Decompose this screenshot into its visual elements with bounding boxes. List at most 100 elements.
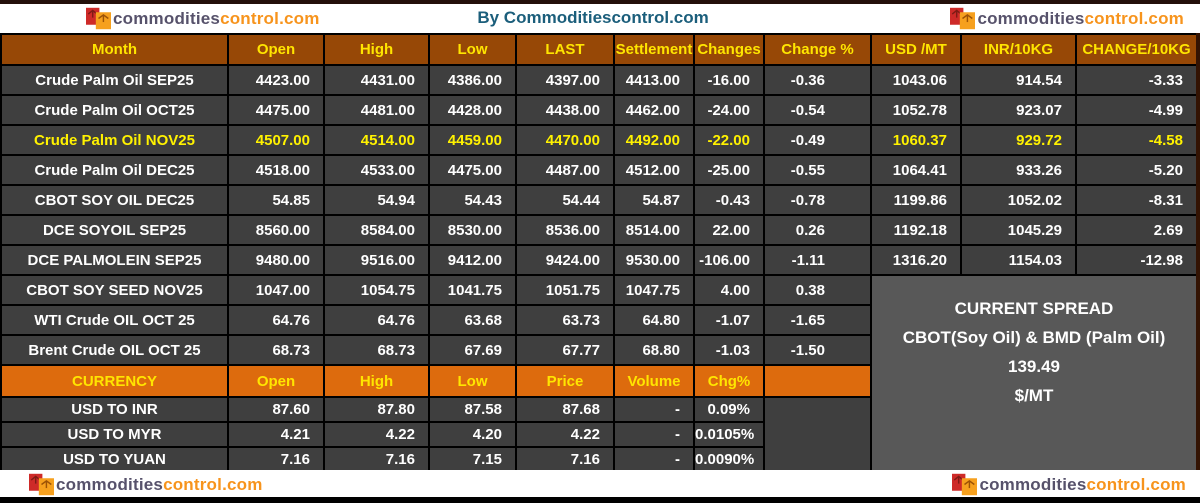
scales-icon [29, 473, 54, 496]
value-cell: 4514.00 [323, 124, 430, 156]
futures-row: CBOT SOY SEED NOV25 1047.00 1054.75 1041.75… [0, 274, 1200, 470]
value-cell: - [613, 396, 695, 423]
value-cell: 1047.00 [227, 274, 325, 306]
value-cell: 87.60 [227, 396, 325, 423]
value-cell: 64.76 [227, 304, 325, 336]
logo-text-commodities: commodities [977, 8, 1085, 28]
value-cell: 1199.86 [870, 184, 962, 216]
value-cell: 8536.00 [515, 214, 615, 246]
value-cell: 8584.00 [323, 214, 430, 246]
logo-top-left: commodities control.com [85, 6, 320, 31]
futures-row: Crude Palm Oil SEP25 4423.00 4431.00 4386.0… [0, 64, 1200, 96]
value-cell: 63.68 [428, 304, 517, 336]
value-cell: 1192.18 [870, 214, 962, 246]
value-cell: -5.20 [1075, 154, 1200, 186]
futures-row: DCE SOYOIL SEP25 8560.00 8584.00 8530.00 853… [0, 214, 1200, 246]
value-cell: 54.87 [613, 184, 695, 216]
value-cell: 4.22 [323, 421, 430, 448]
column-header: Price [515, 364, 615, 398]
value-cell: 63.73 [515, 304, 615, 336]
column-header: Low [428, 33, 517, 66]
logo-bottom-right: commodities control.com [951, 472, 1186, 497]
page-title: By Commoditiescontrol.com [477, 8, 709, 27]
value-cell: 4507.00 [227, 124, 325, 156]
value-cell: 4438.00 [515, 94, 615, 126]
futures-header-row: Month Open High Low LAST Settlement Changes Cha… [0, 33, 1200, 66]
value-cell: 4431.00 [323, 64, 430, 96]
value-cell: 4423.00 [227, 64, 325, 96]
value-cell: -1.11 [763, 244, 872, 276]
value-cell: 1045.29 [960, 214, 1077, 246]
value-cell: 68.80 [613, 334, 695, 366]
logo-text-control: control.com [163, 474, 263, 494]
instrument-name: DCE PALMOLEIN SEP25 [0, 244, 229, 276]
value-cell: 1043.06 [870, 64, 962, 96]
instrument-name: WTI Crude OIL OCT 25 [0, 304, 229, 336]
value-cell: 7.16 [323, 446, 430, 470]
currency-pair-name: USD TO YUAN [0, 446, 229, 470]
value-cell: 1316.20 [870, 244, 962, 276]
value-cell: -1.50 [763, 334, 872, 366]
value-cell: 2.69 [1075, 214, 1200, 246]
value-cell: 68.73 [227, 334, 325, 366]
column-header: INR/10KG [960, 33, 1077, 66]
value-cell: 0.0105% [693, 421, 765, 448]
instrument-name: Crude Palm Oil OCT25 [0, 94, 229, 126]
value-cell: 64.80 [613, 304, 695, 336]
value-cell: 54.43 [428, 184, 517, 216]
value-cell: 0.09% [693, 396, 765, 423]
futures-row: Crude Palm Oil NOV25 4507.00 4514.00 4459.0… [0, 124, 1200, 156]
value-cell: -16.00 [693, 64, 765, 96]
value-cell: 4487.00 [515, 154, 615, 186]
value-cell: 1047.75 [613, 274, 695, 306]
value-cell: 1052.02 [960, 184, 1077, 216]
value-cell: 9480.00 [227, 244, 325, 276]
value-cell: 4386.00 [428, 64, 517, 96]
top-banner: commodities control.com By Commoditiescon… [0, 4, 1200, 33]
currency-pair-name: USD TO MYR [0, 421, 229, 448]
column-header: Open [227, 364, 325, 398]
instrument-name: Crude Palm Oil NOV25 [0, 124, 229, 156]
value-cell: 8514.00 [613, 214, 695, 246]
column-header: Month [0, 33, 229, 66]
value-cell: 0.26 [763, 214, 872, 246]
column-header: USD /MT [870, 33, 962, 66]
value-cell: -8.31 [1075, 184, 1200, 216]
currency-header-row: CURRENCY Open High Low Price Volume Chg% [0, 364, 1198, 398]
value-cell: 68.73 [323, 334, 430, 366]
value-cell: - [613, 421, 695, 448]
column-header: Open [227, 33, 325, 66]
value-cell: - [613, 446, 695, 470]
logo-bottom-left: commodities control.com [28, 472, 263, 497]
value-cell: 7.16 [515, 446, 615, 470]
logo-text-commodities: commodities [113, 8, 221, 28]
currency-pair-name: USD TO INR [0, 396, 229, 423]
value-cell: -0.49 [763, 124, 872, 156]
value-cell: 4533.00 [323, 154, 430, 186]
futures-row: Crude Palm Oil OCT25 4475.00 4481.00 4428.0… [0, 94, 1200, 126]
column-header: High [323, 33, 430, 66]
value-cell: 67.69 [428, 334, 517, 366]
value-cell: 4.00 [693, 274, 765, 306]
value-cell: 0.0090% [693, 446, 765, 470]
value-cell: 4428.00 [428, 94, 517, 126]
value-cell: 923.07 [960, 94, 1077, 126]
column-header: Changes [693, 33, 765, 66]
value-cell: 64.76 [323, 304, 430, 336]
value-cell: 87.58 [428, 396, 517, 423]
value-cell: -1.07 [693, 304, 765, 336]
value-cell: -4.58 [1075, 124, 1200, 156]
futures-and-currency-table: Month Open High Low LAST Settlement Changes Cha… [0, 33, 1200, 470]
value-cell: 4397.00 [515, 64, 615, 96]
logo-text-control: control.com [1086, 474, 1186, 494]
value-cell: -0.78 [763, 184, 872, 216]
value-cell: -0.55 [763, 154, 872, 186]
value-cell: 4518.00 [227, 154, 325, 186]
value-cell: 0.38 [763, 274, 872, 306]
value-cell: 87.80 [323, 396, 430, 423]
value-cell: 4512.00 [613, 154, 695, 186]
logo-top-right: commodities control.com [949, 6, 1184, 31]
column-header: Low [428, 364, 517, 398]
value-cell: 1060.37 [870, 124, 962, 156]
value-cell: 914.54 [960, 64, 1077, 96]
